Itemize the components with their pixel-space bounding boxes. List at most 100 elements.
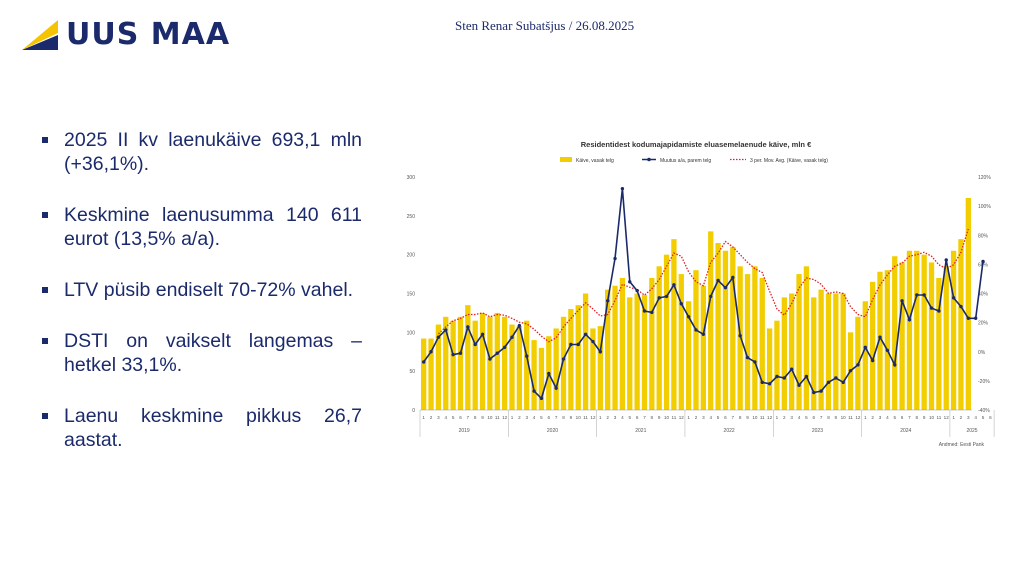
yoy-change-point	[893, 363, 897, 367]
yoy-change-point	[613, 256, 617, 261]
yoy-change-point	[915, 293, 919, 297]
legend-label-turnover: Käive, vasak telg	[576, 158, 614, 164]
turnover-bar	[825, 293, 832, 410]
month-tick-label: 4	[974, 415, 977, 420]
yoy-change-point	[767, 382, 772, 386]
turnover-bar	[465, 305, 471, 410]
turnover-bar	[487, 316, 493, 410]
yoy-change-point	[789, 367, 794, 371]
turnover-bar	[752, 266, 758, 410]
right-axis-tick-label: -40%	[978, 408, 990, 414]
year-label: 2019	[459, 428, 470, 434]
turnover-bar	[612, 285, 618, 410]
yoy-change-point	[870, 358, 875, 363]
yoy-change-point	[937, 309, 941, 313]
turnover-bar	[950, 250, 957, 410]
month-tick-label: 8	[562, 415, 565, 420]
month-tick-label: 11	[495, 415, 500, 420]
yoy-change-point	[532, 389, 536, 393]
right-axis-tick-label: 100%	[978, 204, 991, 210]
bullet-square-icon	[42, 287, 48, 293]
turnover-bar	[450, 320, 456, 410]
month-tick-label: 12	[767, 415, 773, 420]
turnover-bar	[892, 256, 898, 410]
month-tick-label: 2	[960, 415, 963, 420]
turnover-bar	[516, 326, 523, 410]
month-tick-label: 6	[901, 415, 904, 420]
month-tick-label: 9	[570, 415, 573, 420]
yoy-change-point	[775, 374, 779, 379]
yoy-change-point	[826, 380, 831, 385]
yoy-change-point	[841, 380, 845, 385]
turnover-bar	[928, 262, 935, 410]
turnover-bar	[803, 266, 810, 410]
yoy-change-point	[657, 296, 661, 300]
yoy-change-point	[547, 371, 551, 376]
turnover-bar	[479, 312, 486, 410]
month-tick-label: 5	[452, 415, 455, 420]
yoy-change-point	[502, 345, 507, 350]
month-tick-label: 1	[776, 415, 779, 420]
yoy-change-point	[473, 342, 477, 347]
bullet-text: DSTI on vaikselt langemas – hetkel 33,1%…	[64, 330, 362, 376]
month-tick-label: 9	[835, 415, 838, 420]
turnover-bar	[722, 250, 729, 410]
turnover-bar	[575, 305, 581, 410]
turnover-bar	[553, 328, 559, 410]
month-tick-label: 8	[474, 415, 477, 420]
turnover-bar	[833, 293, 839, 410]
yoy-change-point	[576, 342, 580, 347]
turnover-bar	[443, 316, 449, 410]
turnover-bar	[774, 320, 780, 410]
left-axis-tick-label: 50	[409, 369, 415, 375]
yoy-change-point	[583, 332, 588, 336]
turnover-bar	[744, 274, 751, 410]
yoy-change-point	[561, 357, 566, 361]
bullet-text: 2025 II kv laenukäive 693,1 mln (+36,1%)…	[64, 129, 362, 175]
right-axis-tick-label: 20%	[978, 321, 989, 327]
month-tick-label: 5	[717, 415, 720, 420]
turnover-bar	[914, 250, 920, 410]
turnover-bar	[811, 297, 817, 410]
month-tick-label: 6	[724, 415, 727, 420]
yoy-change-point	[466, 325, 470, 329]
turnover-bar	[619, 277, 626, 410]
yoy-change-point	[591, 339, 595, 344]
turnover-bar	[671, 239, 677, 410]
month-tick-label: 1	[422, 415, 425, 420]
yoy-change-point	[929, 306, 934, 310]
month-tick-label: 9	[481, 415, 484, 420]
yoy-change-point	[686, 315, 691, 319]
yoy-change-point	[723, 285, 728, 290]
yoy-change-point	[421, 360, 426, 364]
turnover-bar	[737, 266, 743, 410]
left-axis-tick-label: 300	[407, 175, 416, 181]
turnover-bar	[428, 338, 434, 410]
right-axis-tick-label: -20%	[978, 379, 990, 385]
turnover-bar	[663, 254, 670, 410]
month-tick-label: 1	[687, 415, 690, 420]
yoy-change-point	[444, 328, 448, 332]
yoy-change-point	[488, 357, 492, 361]
month-tick-label: 3	[437, 415, 440, 420]
month-tick-label: 1	[599, 415, 602, 420]
month-tick-label: 11	[760, 415, 765, 420]
bullet-square-icon	[42, 137, 48, 143]
yoy-change-point	[664, 294, 669, 299]
yoy-change-point	[429, 350, 433, 354]
turnover-bar	[509, 324, 515, 410]
right-axis-tick-label: 0%	[978, 350, 986, 356]
yoy-change-point	[451, 352, 455, 357]
yoy-change-point	[495, 351, 499, 355]
yoy-change-point	[753, 360, 757, 364]
chart-source: Andmed: Eesti Pank	[939, 442, 985, 448]
month-tick-label: 8	[916, 415, 919, 420]
month-tick-label: 2	[518, 415, 521, 420]
turnover-bar	[634, 293, 640, 410]
month-tick-label: 7	[908, 415, 911, 420]
yoy-change-point	[848, 368, 853, 373]
yoy-change-point	[436, 335, 441, 339]
bullet-list: 2025 II kv laenukäive 693,1 mln (+36,1%)…	[40, 128, 362, 479]
left-axis-tick-label: 200	[407, 253, 416, 259]
yoy-change-point	[966, 316, 971, 320]
